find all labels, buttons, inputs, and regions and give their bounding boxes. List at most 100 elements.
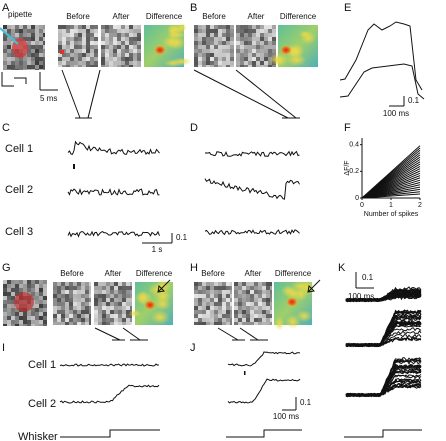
pixel [23, 316, 27, 320]
cell-fill [14, 292, 34, 312]
pixel [222, 298, 226, 302]
pixel [85, 322, 89, 325]
difference-image [144, 23, 192, 68]
pixel [81, 306, 85, 310]
pixel [73, 314, 77, 318]
pixel [11, 284, 15, 288]
pixel [78, 37, 82, 41]
connector [122, 327, 141, 341]
pixel [82, 45, 86, 49]
pipette-label: pipette [8, 10, 33, 19]
pixel [58, 57, 62, 61]
pixel [57, 298, 61, 302]
pixel [218, 282, 222, 286]
pixel [266, 302, 270, 306]
pixel [230, 294, 232, 298]
pixel [19, 284, 23, 288]
pixel [126, 298, 130, 302]
pixel [236, 57, 240, 61]
pixel [43, 57, 45, 61]
pixel [27, 25, 31, 29]
pixel [133, 49, 137, 53]
pixel [7, 316, 11, 320]
pixel [226, 61, 230, 65]
arrow [307, 279, 321, 293]
pixel [78, 41, 82, 45]
pixel [43, 284, 47, 288]
pixel [7, 280, 11, 284]
pixel [240, 25, 244, 29]
pixel [89, 294, 91, 298]
pixel [214, 45, 218, 49]
pixel [244, 53, 248, 57]
pixel [39, 61, 43, 65]
pixel [210, 49, 214, 53]
pixel [31, 292, 35, 296]
k-trace [345, 290, 422, 303]
pixel [202, 298, 206, 302]
pixel [238, 282, 242, 286]
pixel [121, 61, 125, 65]
pixel [101, 49, 105, 53]
pixel [43, 316, 47, 320]
pixel [137, 65, 141, 67]
pixel [7, 41, 11, 45]
x-tick-label: 1 [389, 202, 393, 209]
pixel [210, 310, 214, 314]
pixel [230, 37, 234, 41]
pixel [27, 49, 31, 53]
pixel [117, 61, 121, 65]
pixel [7, 25, 11, 29]
pixel [11, 296, 15, 300]
pixel [244, 29, 248, 33]
pixel [82, 25, 86, 29]
pixel [256, 29, 260, 33]
pixel [27, 61, 31, 65]
pixel [35, 33, 39, 37]
pixel [31, 25, 35, 29]
pixel [133, 29, 137, 33]
pixel [130, 298, 132, 302]
pixel [202, 57, 206, 61]
pixel [43, 53, 45, 57]
pixel [15, 65, 19, 69]
pixel [78, 65, 82, 67]
pixel [121, 41, 125, 45]
pixel [81, 314, 85, 318]
connector [193, 69, 289, 119]
pixel [11, 300, 15, 304]
pixel [94, 29, 98, 33]
pixel [240, 61, 244, 65]
pixel [27, 57, 31, 61]
pixel [66, 41, 70, 45]
pixel [53, 294, 57, 298]
pixel [35, 69, 39, 70]
pixel [262, 290, 266, 294]
pixel [65, 290, 69, 294]
pixel [65, 302, 69, 306]
pixel [118, 310, 122, 314]
pixel [122, 310, 126, 314]
cell-label: Cell 1 [5, 143, 33, 155]
pixel [210, 25, 214, 29]
pixel [238, 290, 242, 294]
pixel [254, 286, 258, 290]
pixel [250, 318, 254, 322]
image-label: Before [60, 269, 84, 278]
pixel [129, 61, 133, 65]
pixel [272, 25, 276, 29]
pixel [252, 37, 256, 41]
pixel [109, 65, 113, 67]
pixel [126, 286, 130, 290]
pixel [218, 306, 222, 310]
pixel [206, 61, 210, 65]
pixel [66, 53, 70, 57]
pixel [214, 37, 218, 41]
pixel [210, 41, 214, 45]
pixel [85, 302, 89, 306]
pixel [65, 282, 69, 286]
panel-letter: J [190, 342, 196, 354]
pixel [268, 41, 272, 45]
pixel [234, 294, 238, 298]
pixel [238, 286, 242, 290]
